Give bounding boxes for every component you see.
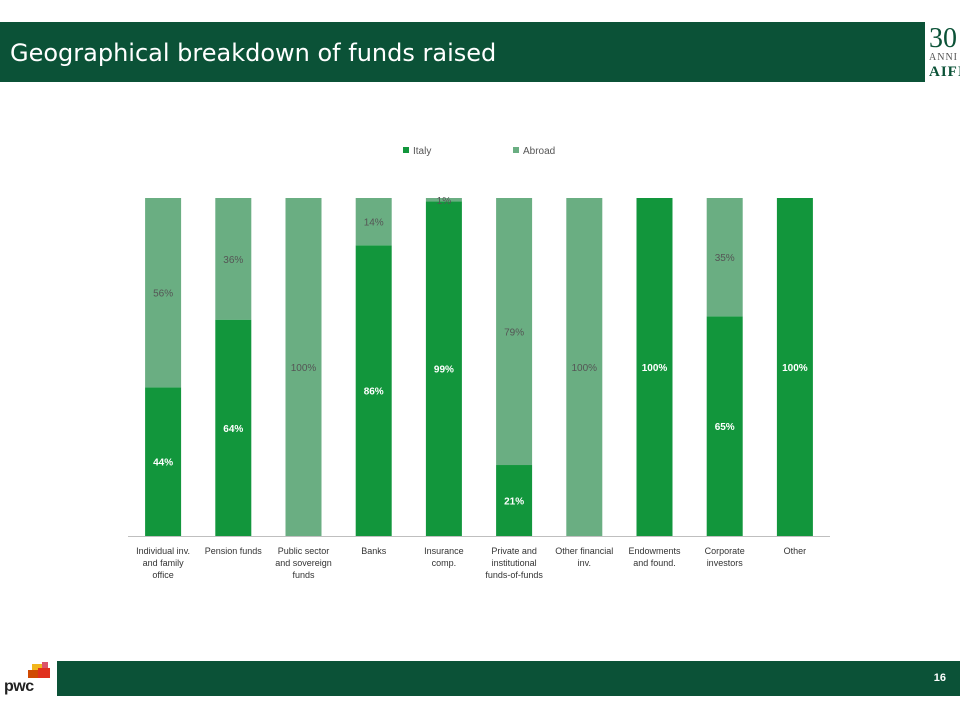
data-label-italy-3: 86% bbox=[364, 387, 384, 398]
category-label-9-0: Other bbox=[784, 546, 807, 556]
data-label-abroad-3: 14% bbox=[364, 218, 384, 229]
category-label-8-1: investors bbox=[707, 558, 744, 568]
category-label-8-0: Corporate bbox=[705, 546, 745, 556]
category-label-5-0: Private and bbox=[491, 546, 537, 556]
data-label-abroad-1: 36% bbox=[223, 255, 243, 266]
logo-anni: ANNI bbox=[929, 52, 958, 63]
data-label-italy-4: 99% bbox=[434, 365, 454, 376]
logo-number: 30 bbox=[929, 23, 957, 54]
data-label-abroad-4: 1% bbox=[437, 196, 452, 207]
bar-italy-0 bbox=[145, 387, 182, 536]
category-label-2-1: and sovereign bbox=[275, 558, 332, 568]
category-label-1-0: Pension funds bbox=[205, 546, 263, 556]
category-label-0-0: Individual inv. bbox=[136, 546, 190, 556]
bar-abroad-8 bbox=[706, 198, 743, 317]
bar-italy-1 bbox=[215, 319, 252, 536]
bar-italy-7 bbox=[636, 198, 673, 536]
category-label-6-0: Other financial bbox=[555, 546, 613, 556]
page-title: Geographical breakdown of funds raised bbox=[10, 39, 497, 67]
data-label-italy-9: 100% bbox=[782, 363, 808, 374]
page-number: 16 bbox=[933, 672, 946, 684]
bar-abroad-0 bbox=[145, 198, 182, 388]
category-label-0-2: office bbox=[152, 570, 173, 580]
bar-abroad-5 bbox=[496, 198, 533, 466]
bar-italy-3 bbox=[355, 245, 392, 536]
category-label-2-0: Public sector bbox=[278, 546, 330, 556]
legend-swatch-abroad bbox=[513, 147, 519, 153]
data-label-italy-8: 65% bbox=[715, 422, 735, 433]
data-label-abroad-5: 79% bbox=[504, 328, 524, 339]
bar-abroad-2 bbox=[285, 198, 322, 536]
category-label-0-1: and family bbox=[143, 558, 185, 568]
pwc-logo-icon bbox=[28, 662, 50, 678]
footer-bar: 16 bbox=[57, 661, 960, 696]
bar-abroad-3 bbox=[355, 198, 392, 246]
category-label-6-1: inv. bbox=[578, 558, 591, 568]
bar-italy-8 bbox=[706, 316, 743, 536]
data-label-abroad-0: 56% bbox=[153, 289, 173, 300]
category-label-2-2: funds bbox=[292, 570, 315, 580]
category-label-5-1: institutional bbox=[492, 558, 537, 568]
data-label-abroad-8: 35% bbox=[715, 253, 735, 264]
category-label-7-0: Endowments bbox=[628, 546, 681, 556]
bar-abroad-6 bbox=[566, 198, 603, 536]
category-label-5-2: funds-of-funds bbox=[485, 570, 543, 580]
data-label-italy-1: 64% bbox=[223, 424, 243, 435]
bar-italy-9 bbox=[776, 198, 813, 536]
category-label-4-0: Insurance bbox=[424, 546, 464, 556]
pwc-brand: pwc bbox=[4, 678, 34, 695]
data-label-italy-5: 21% bbox=[504, 497, 524, 508]
category-label-3-0: Banks bbox=[361, 546, 387, 556]
data-label-abroad-2: 100% bbox=[291, 363, 317, 374]
data-label-italy-0: 44% bbox=[153, 458, 173, 469]
data-label-abroad-6: 100% bbox=[572, 363, 598, 374]
data-label-italy-7: 100% bbox=[642, 363, 668, 374]
header-bar bbox=[0, 22, 925, 82]
legend-label-abroad: Abroad bbox=[523, 146, 555, 157]
legend-swatch-italy bbox=[403, 147, 409, 153]
bar-italy-4 bbox=[425, 201, 462, 536]
bar-abroad-1 bbox=[215, 198, 252, 320]
bar-italy-5 bbox=[496, 465, 533, 536]
category-label-4-1: comp. bbox=[432, 558, 457, 568]
legend-label-italy: Italy bbox=[413, 146, 431, 157]
bar-abroad-4 bbox=[425, 198, 462, 202]
category-label-7-1: and found. bbox=[633, 558, 676, 568]
